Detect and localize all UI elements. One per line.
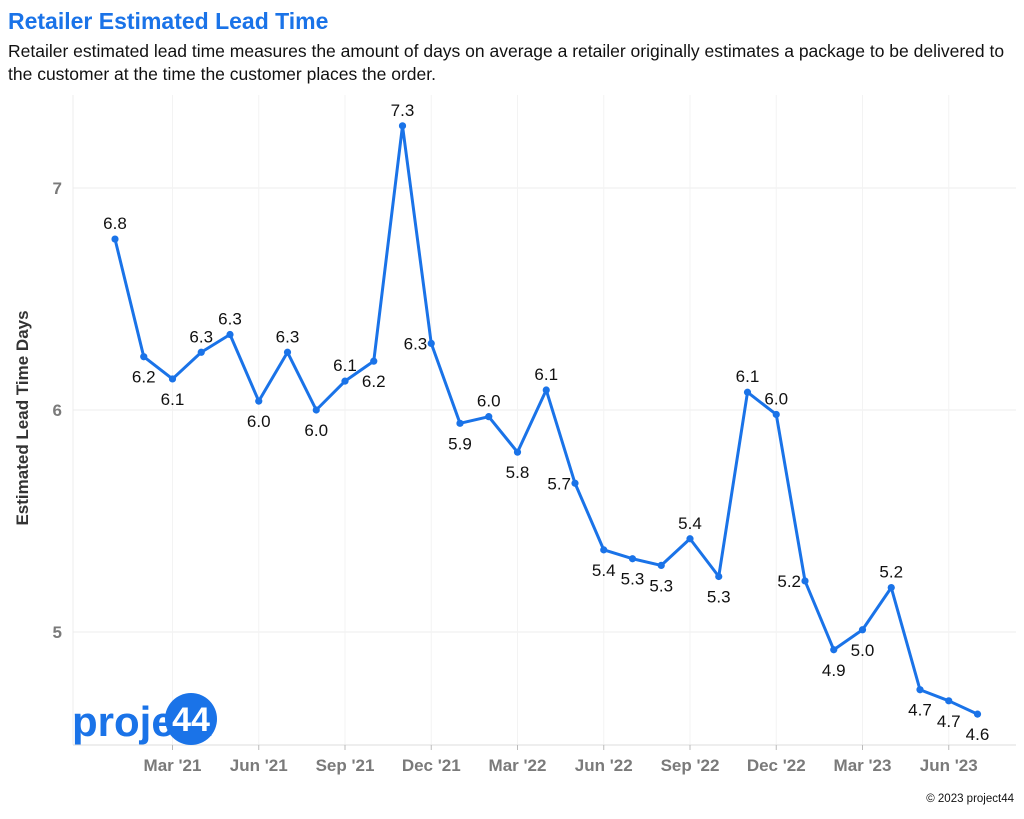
data-point [628,555,637,563]
data-point [715,572,723,581]
data-label: 6.0 [477,392,501,411]
data-label: 6.0 [764,389,788,408]
data-label: 6.3 [404,334,428,353]
series-layer [113,124,979,716]
data-point [111,235,119,243]
data-point [945,697,953,705]
data-label: 4.7 [908,701,932,720]
project44-logo: project 44 [72,693,217,745]
data-point [973,710,982,718]
data-point [801,577,809,585]
data-label: 4.9 [822,661,846,680]
data-label: 5.3 [649,576,673,595]
axis-layer: 5 6 7 Mar '21 Jun '21 Sep '21 Dec '21 Mar '22 Ju… [53,95,1016,775]
data-point [168,375,177,383]
data-point [370,357,378,365]
logo-number: 44 [172,701,210,739]
chart-title: Retailer Estimated Lead Time [8,8,329,34]
data-label: 5.2 [879,563,903,582]
point-layer [111,122,982,718]
data-point [283,348,292,356]
x-tick-label: Mar '22 [489,756,547,775]
data-point [226,330,234,339]
y-tick-label: 7 [53,179,62,198]
data-label: 6.1 [736,367,760,386]
grid-layer [73,95,1016,745]
data-label: 6.3 [218,310,242,329]
y-tick-label: 6 [53,401,62,420]
data-label: 5.8 [506,463,530,482]
data-point [600,546,608,554]
x-tick-label: Dec '21 [402,756,461,775]
data-label: 5.3 [707,588,731,607]
data-point [513,448,522,456]
data-point [398,122,407,130]
x-tick-label: Mar '21 [144,756,202,775]
data-point [255,397,263,405]
data-point [312,406,320,414]
data-point [140,353,148,361]
data-label: 5.3 [621,570,645,589]
data-label: 6.2 [132,368,156,387]
y-axis-label: Estimated Lead Time Days [13,310,32,525]
data-label: 6.1 [333,356,357,375]
data-point [571,479,579,487]
data-point [686,535,694,543]
data-point [542,386,550,394]
copyright-notice: © 2023 project44 [926,793,1014,805]
data-point [657,561,665,570]
data-point [772,410,780,419]
x-tick-label: Mar '23 [834,756,892,775]
y-tick-label: 5 [53,623,62,642]
data-point [341,377,349,385]
logo-badge-circle [165,693,217,745]
data-point [916,686,924,694]
data-point [197,348,205,356]
data-label: 5.7 [547,474,571,493]
data-label-layer: 6.86.26.16.36.36.06.36.06.16.27.36.35.96… [103,101,989,744]
data-label: 7.3 [391,101,415,120]
x-tick-label: Jun '23 [920,756,978,775]
data-label: 5.4 [678,514,702,533]
data-point [830,646,838,654]
data-label: 6.1 [534,365,558,384]
x-tick-label: Jun '21 [230,756,288,775]
data-label: 5.4 [592,561,616,580]
data-label: 6.0 [247,412,271,431]
data-point [485,413,493,421]
data-point [456,419,464,427]
data-label: 5.9 [448,434,472,453]
data-label: 4.7 [937,712,961,731]
data-point [427,339,435,347]
data-label: 6.3 [276,327,300,346]
data-point [858,626,867,634]
data-label: 6.8 [103,214,127,233]
chart-subtitle: Retailer estimated lead time measures th… [8,41,1005,84]
data-label: 6.1 [161,390,185,409]
data-label: 6.2 [362,372,386,391]
data-label: 6.3 [189,327,213,346]
data-point [887,584,895,592]
x-tick-label: Sep '21 [316,756,375,775]
data-label: 5.2 [777,572,801,591]
series-line [113,124,979,716]
x-tick-label: Dec '22 [747,756,806,775]
data-point [743,388,752,396]
data-label: 5.0 [851,641,875,660]
x-tick-label: Sep '22 [661,756,720,775]
x-tick-label: Jun '22 [575,756,633,775]
data-label: 4.6 [966,725,990,744]
data-label: 6.0 [304,421,328,440]
